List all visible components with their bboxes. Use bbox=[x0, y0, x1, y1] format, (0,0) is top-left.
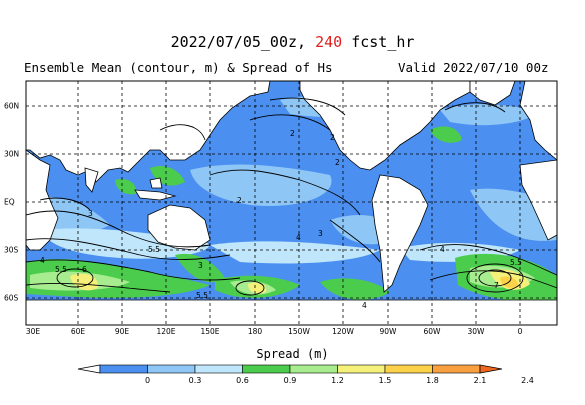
subtitle-left: Ensemble Mean (contour, m) & Spread of H… bbox=[24, 60, 333, 75]
title-date: 2022/07/05_00z, bbox=[170, 33, 307, 51]
contour-label: 2 bbox=[335, 158, 340, 167]
colorbar-tick-label: 0.3 bbox=[188, 376, 202, 385]
contour-label: 4 bbox=[362, 301, 367, 310]
contour-label: 3 bbox=[318, 229, 323, 238]
contour-label: 3 bbox=[198, 261, 203, 270]
lat-label-eq: EQ bbox=[4, 197, 15, 207]
contour-label: 6 bbox=[82, 265, 87, 274]
colorbar-tick-label: 1.5 bbox=[378, 376, 392, 385]
colorbar-segment bbox=[99, 364, 148, 374]
colorbar-tick-label: 0.9 bbox=[283, 376, 297, 385]
lon-label-120w: 120W bbox=[332, 327, 354, 336]
subtitle-right: Valid 2022/07/10 00z bbox=[398, 60, 549, 75]
colorbar-segment bbox=[337, 364, 386, 374]
colorbar-tick-label: 1.2 bbox=[331, 376, 344, 385]
colorbar-segment bbox=[242, 364, 291, 374]
lon-label-90e: 90E bbox=[114, 327, 130, 336]
colorbar-title: Spread (m) bbox=[256, 347, 329, 361]
lon-label-30w: 30W bbox=[467, 327, 485, 336]
colorbar-tick-label: 2.1 bbox=[473, 376, 487, 385]
lon-label-180: 180 bbox=[247, 327, 263, 336]
colorbar-segment bbox=[194, 364, 243, 374]
lat-label-60n: 60N bbox=[4, 101, 20, 111]
colorbar-arrow-low bbox=[77, 364, 101, 374]
contour-label: 5.5 bbox=[148, 245, 160, 254]
lon-label-60w: 60W bbox=[423, 327, 441, 336]
contour-label: 2 bbox=[330, 133, 335, 142]
lat-label-60s: 60S bbox=[4, 293, 19, 303]
colorbar-segment bbox=[384, 364, 433, 374]
colorbar-tick-label: 2.4 bbox=[521, 376, 534, 385]
contour-label: 2 bbox=[237, 196, 242, 205]
lon-label-0: 0 bbox=[517, 327, 523, 336]
contour-label: 4 bbox=[296, 233, 301, 242]
contour-labels: 2 2 2 2 3 3 3 4 4 5.5 5.5 5.5 5.5 6 7 4 4 bbox=[40, 129, 522, 310]
contour-label: 5.5 bbox=[510, 258, 522, 267]
contour-label: 2 bbox=[290, 129, 295, 138]
colorbar-tick-label: 1.8 bbox=[426, 376, 439, 385]
contour-label: 5.5 bbox=[55, 265, 67, 274]
lat-label-30n: 30N bbox=[4, 149, 20, 159]
colorbar-arrow-high bbox=[479, 364, 503, 374]
lon-label-60e: 60E bbox=[70, 327, 86, 336]
colorbar-tick-label: 0.6 bbox=[236, 376, 249, 385]
lon-label-120e: 120E bbox=[156, 327, 176, 336]
lon-label-150e: 150E bbox=[200, 327, 220, 336]
colorbar-segment bbox=[147, 364, 196, 374]
contour-label: 3 bbox=[88, 209, 93, 218]
lat-label-30s: 30S bbox=[4, 245, 19, 255]
lon-label-150w: 150W bbox=[288, 327, 310, 336]
chart-title: 2022/07/05_00z, 240 fcst_hr bbox=[0, 33, 585, 51]
contour-label: 7 bbox=[494, 281, 499, 290]
title-forecast-suffix: fcst_hr bbox=[351, 33, 415, 51]
colorbar-tick-label: 0 bbox=[144, 376, 151, 385]
contour-label: 5.5 bbox=[196, 291, 208, 300]
lon-label-30e: 30E bbox=[25, 327, 41, 336]
colorbar-segment bbox=[289, 364, 338, 374]
lon-label-90w: 90W bbox=[379, 327, 397, 336]
contour-label: 4 bbox=[440, 245, 445, 254]
contour-label: 4 bbox=[40, 256, 45, 265]
colorbar-segment bbox=[432, 364, 481, 374]
title-forecast-hours: 240 bbox=[315, 33, 343, 51]
grid-lines bbox=[26, 81, 557, 325]
